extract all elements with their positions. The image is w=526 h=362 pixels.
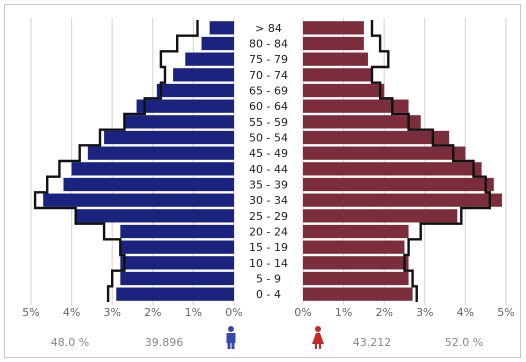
bar-right-0 [303,287,413,301]
bar-left-10 [104,130,234,145]
bar-left-0 [116,287,234,301]
male-icon [226,326,236,349]
bar-left-12 [136,99,234,113]
tick-labels: 5% 4% 3% 2% 1% 0% 0% 1% 2% 3% 4% 5% [22,306,514,319]
age-label: 75 - 79 [249,53,288,66]
tick-label: 3% [416,306,433,319]
male-icon-leg-right [231,342,235,349]
bar-right-15 [303,52,368,66]
tick-label: 4% [457,306,474,319]
age-label: 50 - 54 [249,132,288,145]
age-label: 70 - 74 [249,69,288,82]
bar-left-3 [120,240,234,254]
tick-label: 2% [144,306,161,319]
footer: 48.0 % 39.896 43.212 52.0 % [51,326,483,349]
bar-right-5 [303,209,458,223]
female-icon-dress [312,333,324,344]
tick-label: 0% [225,306,242,319]
male-icon-head [228,326,234,332]
bar-left-13 [156,83,234,98]
male-count: 39.896 [145,336,184,349]
bar-left-7 [63,177,235,192]
bar-right-4 [303,224,409,239]
tick-label: 4% [63,306,80,319]
female-icon-head [315,326,321,332]
female-icon-leg-left [315,344,317,349]
bar-right-6 [303,193,502,207]
bar-right-2 [303,256,409,270]
bar-left-16 [201,36,234,51]
bar-left-4 [120,224,234,239]
outline-left [33,20,199,302]
tick-label: 1% [335,306,352,319]
bar-left-8 [71,162,234,176]
age-label: 60 - 64 [249,100,288,113]
bar-right-12 [303,99,409,113]
tick-label: 0% [294,306,311,319]
tick-label: 3% [103,306,120,319]
bar-right-3 [303,240,405,254]
age-label: 15 - 19 [249,241,288,254]
female-count: 43.212 [353,336,392,349]
age-label: 25 - 29 [249,210,288,223]
bar-right-7 [303,177,494,192]
male-icon-body [226,333,236,343]
bar-left-15 [185,52,234,66]
bar-right-1 [303,271,409,286]
age-label: > 84 [255,22,282,35]
female-icon-leg-right [319,344,321,349]
bar-right-16 [303,36,364,51]
male-icon-leg-left [227,342,231,349]
age-labels: 0 - 4 5 - 9 10 - 14 15 - 19 20 - 24 25 - 29 30… [249,22,288,301]
male-percent: 48.0 % [51,336,89,349]
bar-right-17 [303,21,364,35]
bar-right-10 [303,130,450,145]
bar-left-9 [87,146,234,160]
tick-label: 5% [22,306,39,319]
bar-left-5 [75,209,234,223]
bar-left-1 [120,271,234,286]
bar-right-9 [303,146,466,160]
age-label: 55 - 59 [249,116,288,129]
age-label: 10 - 14 [249,257,288,270]
bar-left-6 [43,193,235,207]
bar-right-14 [303,68,373,82]
bar-right-13 [303,83,385,98]
age-label: 40 - 44 [249,163,288,176]
female-icon [312,326,324,349]
bar-left-11 [124,115,234,129]
tick-label: 5% [497,306,514,319]
age-label: 65 - 69 [249,85,288,98]
age-label: 35 - 39 [249,179,288,192]
bar-left-17 [209,21,234,35]
age-label: 30 - 34 [249,194,288,207]
bar-right-11 [303,115,421,129]
bars [43,21,502,301]
outline-series [33,20,491,302]
tick-label: 2% [375,306,392,319]
bar-left-2 [120,256,234,270]
bar-left-14 [173,68,234,82]
age-label: 20 - 24 [249,226,288,239]
age-label: 80 - 84 [249,38,288,51]
age-label: 0 - 4 [256,288,281,301]
age-label: 5 - 9 [256,273,281,286]
female-percent: 52.0 % [445,336,483,349]
bar-right-8 [303,162,482,176]
tick-label: 1% [185,306,202,319]
age-label: 45 - 49 [249,147,288,160]
outline-right [370,20,491,302]
